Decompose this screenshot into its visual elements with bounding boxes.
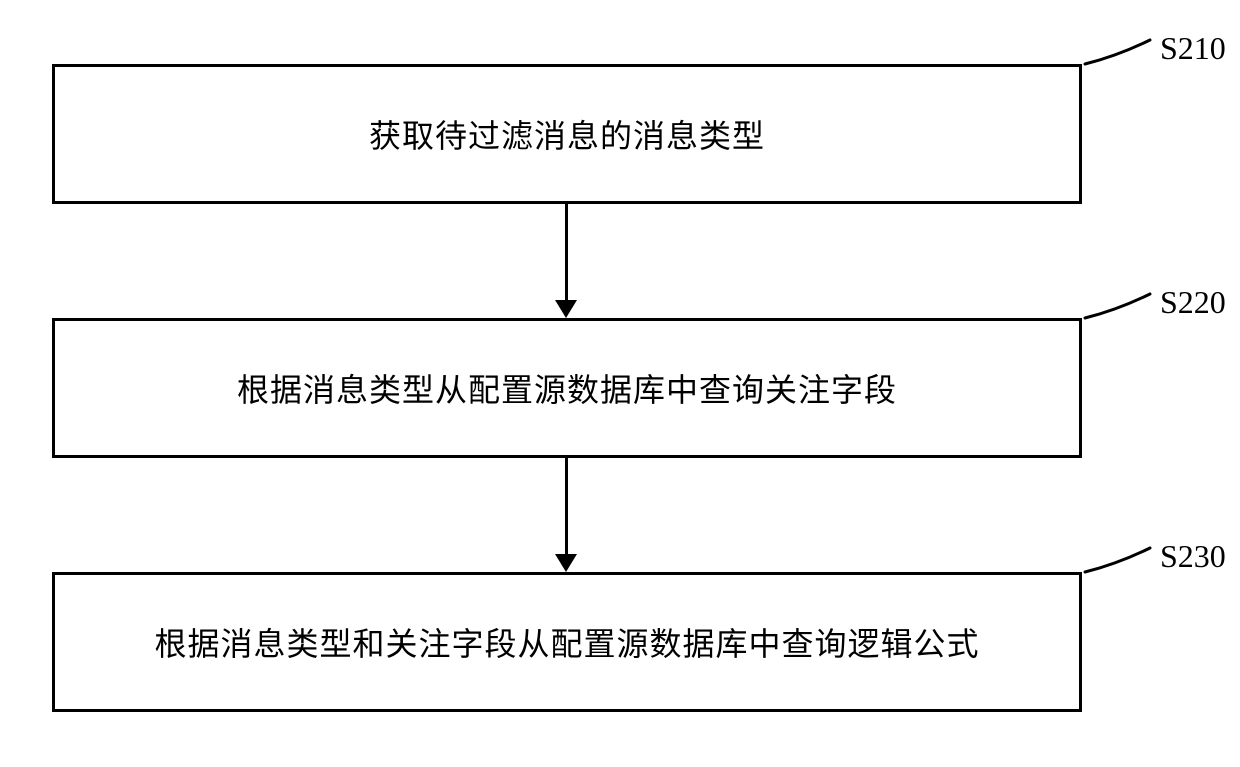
arrow-s220-s230 (565, 458, 568, 554)
step-text-s220: 根据消息类型从配置源数据库中查询关注字段 (237, 365, 897, 411)
step-box-s210: 获取待过滤消息的消息类型 (52, 64, 1082, 204)
step-text-s230: 根据消息类型和关注字段从配置源数据库中查询逻辑公式 (154, 619, 979, 665)
step-label-s220: S220 (1160, 284, 1226, 321)
callout-swoosh-s220 (1082, 288, 1162, 328)
step-box-s230: 根据消息类型和关注字段从配置源数据库中查询逻辑公式 (52, 572, 1082, 712)
step-box-s220: 根据消息类型从配置源数据库中查询关注字段 (52, 318, 1082, 458)
arrow-head-s220-s230 (555, 554, 577, 572)
callout-swoosh-s210 (1082, 34, 1162, 74)
callout-swoosh-s230 (1082, 542, 1162, 582)
arrow-head-s210-s220 (555, 300, 577, 318)
arrow-s210-s220 (565, 204, 568, 300)
step-text-s210: 获取待过滤消息的消息类型 (369, 111, 765, 157)
flowchart-canvas: 获取待过滤消息的消息类型 S210 根据消息类型从配置源数据库中查询关注字段 S… (0, 0, 1240, 767)
step-label-s230: S230 (1160, 538, 1226, 575)
step-label-s210: S210 (1160, 30, 1226, 67)
